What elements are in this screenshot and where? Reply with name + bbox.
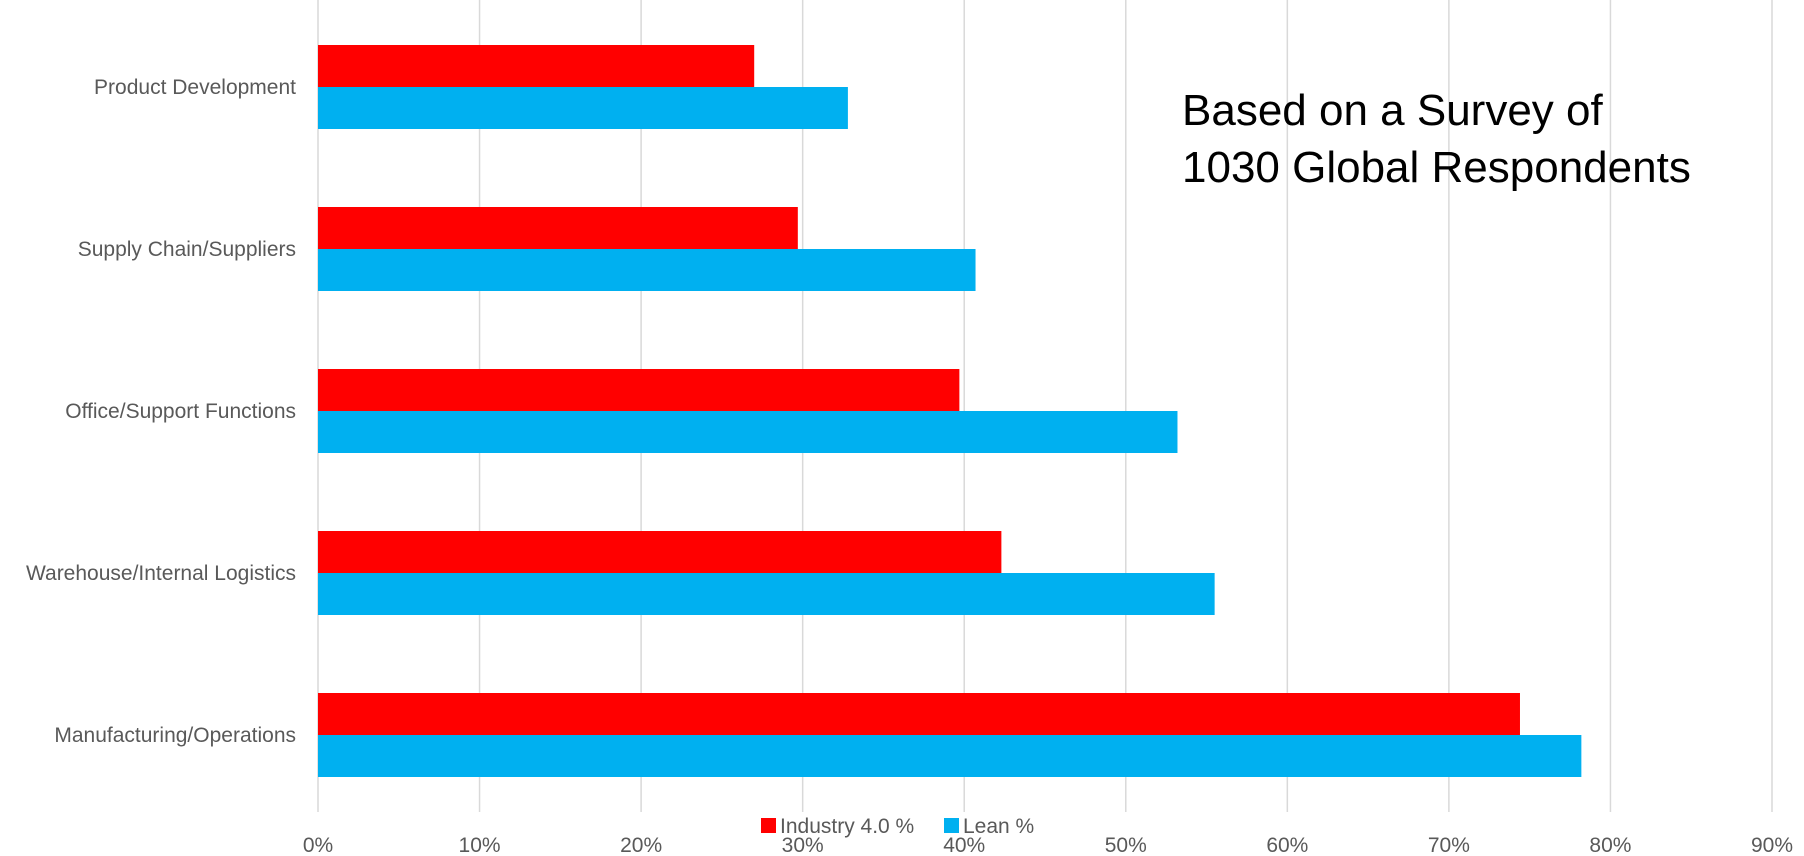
bars (318, 45, 1582, 777)
bar (318, 531, 1002, 573)
bar (318, 249, 976, 291)
legend-label-lean: Lean % (963, 815, 1034, 838)
bar (318, 573, 1215, 615)
annotation-line-2: 1030 Global Respondents (1182, 143, 1691, 192)
bar (318, 207, 798, 249)
x-tick-label: 20% (620, 834, 662, 856)
bar (318, 411, 1178, 453)
bar (318, 693, 1520, 735)
x-tick-label: 40% (943, 834, 985, 856)
category-label: Manufacturing/Operations (54, 724, 296, 747)
bar (318, 735, 1582, 777)
x-tick-label: 50% (1105, 834, 1147, 856)
legend-swatch-industry (761, 818, 776, 833)
x-tick-labels: 0% 10% 20% 30% 40% 50% 60% 70% 80% 90% (303, 834, 1793, 856)
legend-label-industry: Industry 4.0 % (780, 815, 914, 838)
x-tick-label: 0% (303, 834, 333, 856)
x-tick-label: 90% (1751, 834, 1793, 856)
category-label: Office/Support Functions (65, 400, 296, 423)
annotation-line-1: Based on a Survey of (1182, 86, 1603, 135)
x-tick-label: 80% (1589, 834, 1631, 856)
category-label: Supply Chain/Suppliers (78, 238, 296, 261)
category-label: Warehouse/Internal Logistics (26, 562, 296, 585)
bar (318, 45, 755, 87)
annotation: Based on a Survey of 1030 Global Respond… (1182, 86, 1691, 192)
category-labels: Product Development Supply Chain/Supplier… (26, 76, 296, 747)
x-tick-label: 30% (782, 834, 824, 856)
bar (318, 369, 960, 411)
category-label: Product Development (94, 76, 296, 99)
x-tick-label: 10% (459, 834, 501, 856)
x-tick-label: 60% (1266, 834, 1308, 856)
bar (318, 87, 848, 129)
legend-swatch-lean (944, 818, 959, 833)
gridlines (317, 0, 1773, 812)
x-tick-label: 70% (1428, 834, 1470, 856)
legend: Industry 4.0 % Lean % (761, 815, 1034, 838)
